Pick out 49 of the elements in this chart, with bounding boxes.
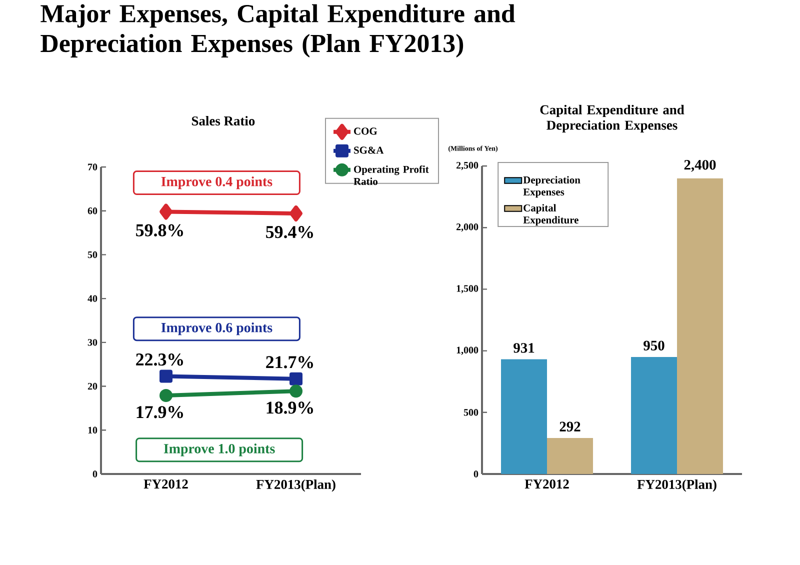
y-tick-label: 0 <box>474 470 478 478</box>
data-label: 292 <box>560 422 580 432</box>
x-tick-label: FY2012 <box>144 480 188 489</box>
x-tick-label: FY2013(Plan) <box>637 480 716 492</box>
y-tick-label: 1,500 <box>456 285 478 294</box>
x-tick-label: FY2013(Plan) <box>256 480 336 492</box>
data-label: 2,400 <box>684 160 716 172</box>
point <box>290 372 303 386</box>
y-tick-label: 60 <box>88 207 98 214</box>
point <box>160 204 172 220</box>
point <box>290 205 303 222</box>
chart-subtitle: Sales Ratio <box>192 116 255 126</box>
y-tick-label: 30 <box>88 339 98 346</box>
legend-label: Depreciation Expenses <box>523 176 580 198</box>
bar <box>547 438 594 474</box>
annotation: Improve 0.6 points <box>161 322 272 336</box>
annotation: Improve 0.4 points <box>161 176 272 190</box>
y-tick-label: 40 <box>88 295 98 302</box>
data-label: 18.9% <box>266 402 313 414</box>
data-label: 22.3% <box>136 354 183 366</box>
y-tick-label: 1,000 <box>456 346 478 355</box>
legend-label: SG&A <box>354 146 384 154</box>
bar <box>677 178 724 474</box>
y-tick-label: 70 <box>88 164 98 170</box>
point <box>290 384 303 398</box>
y-tick-label: 50 <box>88 251 98 258</box>
data-label: 59.4% <box>266 226 313 238</box>
y-tick-label: 2,000 <box>456 224 478 232</box>
legend-label: Capital Expenditure <box>523 204 578 226</box>
data-label: 950 <box>644 340 664 350</box>
y-tick-label: 2,500 <box>456 162 478 170</box>
y-tick-label: 20 <box>88 382 98 390</box>
point <box>160 388 172 402</box>
point <box>160 370 172 383</box>
data-label: 17.9% <box>136 406 183 418</box>
x-tick-label: FY2012 <box>524 480 569 489</box>
legend-label: COG <box>354 128 378 135</box>
data-label: 931 <box>514 343 534 353</box>
annotation: Improve 1.0 points <box>164 444 275 456</box>
y-tick-label: 500 <box>464 409 478 416</box>
bar <box>501 359 548 474</box>
y-tick-label: 0 <box>92 470 98 478</box>
legend-label: Operating Profit Ratio <box>354 165 429 185</box>
chart-title: Capital Expenditure and Depreciation Expenses <box>540 104 684 132</box>
chart-title: Major Expenses, Capital Expenditure and Depreciation Expenses (Plan FY2013) <box>40 4 516 58</box>
y-tick-label: 10 <box>88 426 98 434</box>
bar <box>631 356 678 474</box>
data-label: 59.8% <box>136 224 183 236</box>
data-label: 21.7% <box>266 356 313 368</box>
